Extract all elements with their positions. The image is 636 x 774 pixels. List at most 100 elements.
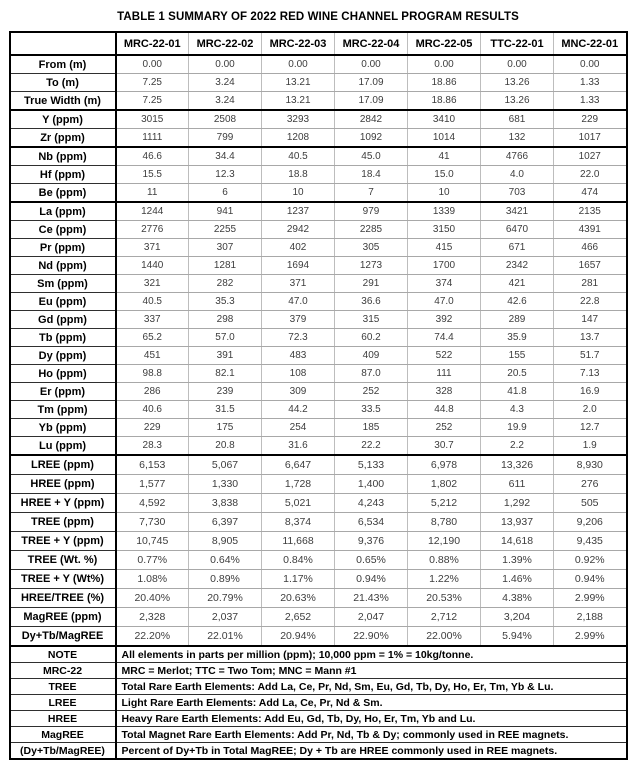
value-cell: 1.17% — [261, 569, 335, 589]
value-cell: 0.64% — [188, 550, 262, 570]
value-cell: 12.7 — [553, 418, 627, 437]
value-cell: 239 — [188, 382, 262, 401]
value-cell: 611 — [480, 474, 554, 494]
value-cell: 0.89% — [188, 569, 262, 589]
row-label: TREE + Y (ppm) — [9, 531, 117, 551]
value-cell: 34.4 — [188, 146, 262, 166]
value-cell: 132 — [480, 128, 554, 148]
value-cell: 22.00% — [407, 626, 481, 647]
value-cell: 0.00 — [261, 54, 335, 74]
value-cell: 321 — [115, 274, 189, 293]
value-cell: 6,397 — [188, 512, 262, 532]
row-label: HREE + Y (ppm) — [9, 493, 117, 513]
table-row: HREE + Y (ppm) 4,592 3,838 5,021 4,243 5,212 1… — [9, 493, 627, 513]
table-row: From (m) 0.00 0.00 0.00 0.00 0.00 0.00 0.00 — [9, 54, 627, 74]
table-row: HREE/TREE (%) 20.40% 20.79% 20.63% 21.43% 20.… — [9, 588, 627, 608]
header-row: MRC-22-01 MRC-22-02 MRC-22-03 MRC-22-04 … — [9, 32, 627, 56]
value-cell: 0.77% — [115, 550, 189, 570]
value-cell: 252 — [407, 418, 481, 437]
value-cell: 175 — [188, 418, 262, 437]
footnotes-body: NOTE All elements in parts per million (p… — [9, 645, 627, 760]
value-cell: 391 — [188, 346, 262, 365]
value-cell: 108 — [261, 364, 335, 383]
table-row: Be (ppm) 11 6 10 7 10 703 474 — [9, 183, 627, 203]
row-label: Dy (ppm) — [9, 346, 117, 365]
value-cell: 483 — [261, 346, 335, 365]
value-cell: 40.6 — [115, 400, 189, 419]
results-table: MRC-22-01 MRC-22-02 MRC-22-03 MRC-22-04 … — [8, 31, 628, 760]
value-cell: 2255 — [188, 220, 262, 239]
value-cell: 0.00 — [553, 54, 627, 74]
value-cell: 41.8 — [480, 382, 554, 401]
value-cell: 2285 — [334, 220, 408, 239]
footnote-label: LREE — [9, 694, 117, 711]
row-label: Sm (ppm) — [9, 274, 117, 293]
footnote-row: TREE Total Rare Earth Elements: Add La, C… — [9, 678, 627, 695]
value-cell: 15.0 — [407, 165, 481, 184]
table-title: TABLE 1 SUMMARY OF 2022 RED WINE CHANNEL… — [117, 11, 519, 23]
value-cell: 415 — [407, 238, 481, 257]
value-cell: 315 — [334, 310, 408, 329]
footnote-text: All elements in parts per million (ppm);… — [115, 645, 627, 663]
value-cell: 1,292 — [480, 493, 554, 513]
value-cell: 185 — [334, 418, 408, 437]
value-cell: 2135 — [553, 201, 627, 221]
value-cell: 5,067 — [188, 454, 262, 475]
value-cell: 35.3 — [188, 292, 262, 311]
footnote-row: (Dy+Tb/MagREE) Percent of Dy+Tb in Total … — [9, 742, 627, 760]
corner-cell — [9, 32, 117, 56]
value-cell: 8,930 — [553, 454, 627, 475]
table-row: Zr (ppm) 1111 799 1208 1092 1014 132 1017 — [9, 128, 627, 148]
value-cell: 31.6 — [261, 436, 335, 456]
value-cell: 305 — [334, 238, 408, 257]
row-label: Lu (ppm) — [9, 436, 117, 456]
table-row: Eu (ppm) 40.5 35.3 47.0 36.6 47.0 42.6 22.8 — [9, 292, 627, 311]
value-cell: 799 — [188, 128, 262, 148]
value-cell: 2,037 — [188, 607, 262, 627]
value-cell: 18.8 — [261, 165, 335, 184]
value-cell: 0.65% — [334, 550, 408, 570]
value-cell: 111 — [407, 364, 481, 383]
value-cell: 8,780 — [407, 512, 481, 532]
value-cell: 4391 — [553, 220, 627, 239]
value-cell: 2.0 — [553, 400, 627, 419]
table-row: LREE (ppm) 6,153 5,067 6,647 5,133 6,978 13,32… — [9, 454, 627, 475]
table-row: TREE (Wt. %) 0.77% 0.64% 0.84% 0.65% 0.88% 1.3… — [9, 550, 627, 570]
value-cell: 20.8 — [188, 436, 262, 456]
value-cell: 409 — [334, 346, 408, 365]
value-cell: 7,730 — [115, 512, 189, 532]
value-cell: 17.09 — [334, 91, 408, 111]
footnote-row: LREE Light Rare Earth Elements: Add La, C… — [9, 694, 627, 711]
value-cell: 4.0 — [480, 165, 554, 184]
value-cell: 1237 — [261, 201, 335, 221]
value-cell: 229 — [115, 418, 189, 437]
value-cell: 13.26 — [480, 91, 554, 111]
row-label: Ho (ppm) — [9, 364, 117, 383]
table-row: HREE (ppm) 1,577 1,330 1,728 1,400 1,802 611 27… — [9, 474, 627, 494]
row-label: Pr (ppm) — [9, 238, 117, 257]
value-cell: 2,328 — [115, 607, 189, 627]
value-cell: 22.8 — [553, 292, 627, 311]
value-cell: 1.22% — [407, 569, 481, 589]
table-row: Tm (ppm) 40.6 31.5 44.2 33.5 44.8 4.3 2.0 — [9, 400, 627, 419]
table-row: True Width (m) 7.25 3.24 13.21 17.09 18.86 13.… — [9, 91, 627, 111]
footnote-text: MRC = Merlot; TTC = Two Tom; MNC = Mann … — [115, 662, 627, 679]
value-cell: 474 — [553, 183, 627, 203]
value-cell: 155 — [480, 346, 554, 365]
value-cell: 2,712 — [407, 607, 481, 627]
value-cell: 20.63% — [261, 588, 335, 608]
value-cell: 22.01% — [188, 626, 262, 647]
row-label: Zr (ppm) — [9, 128, 117, 148]
value-cell: 1,330 — [188, 474, 262, 494]
value-cell: 6,153 — [115, 454, 189, 475]
value-cell: 522 — [407, 346, 481, 365]
value-cell: 671 — [480, 238, 554, 257]
value-cell: 3421 — [480, 201, 554, 221]
value-cell: 3,204 — [480, 607, 554, 627]
column-header-mrc-22-01: MRC-22-01 — [115, 32, 189, 56]
value-cell: 8,374 — [261, 512, 335, 532]
row-label: From (m) — [9, 54, 117, 74]
value-cell: 35.9 — [480, 328, 554, 347]
footnote-label: MagREE — [9, 726, 117, 743]
value-cell: 21.43% — [334, 588, 408, 608]
